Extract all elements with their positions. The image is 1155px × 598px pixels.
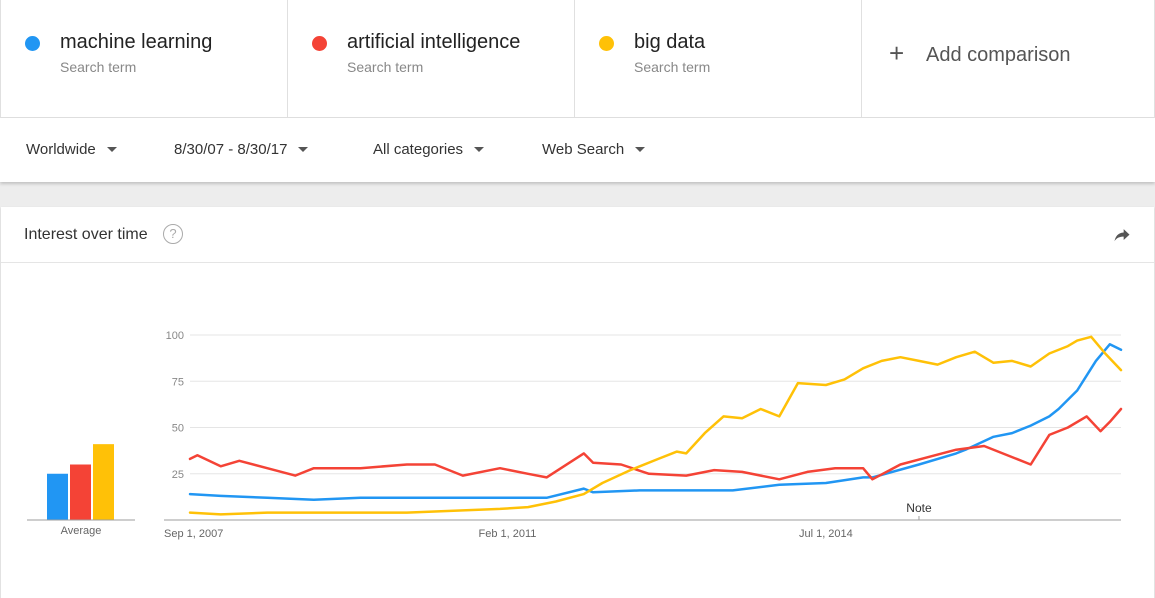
help-icon[interactable]: ? [163, 224, 183, 244]
term-big-data[interactable]: big data Search term [574, 0, 861, 117]
average-label: Average [61, 525, 102, 537]
search-terms-bar: machine learning Search term artificial … [0, 0, 1155, 118]
interest-chart: 25 50 75 100 Sep 1, 2007 Feb 1, 2011 Jul 1, 20… [27, 330, 1123, 540]
chevron-down-icon [474, 147, 485, 152]
search-type-label: Web Search [542, 141, 625, 158]
category-dropdown[interactable]: All categories [373, 141, 485, 158]
series-color-dot [599, 36, 614, 51]
average-bar [47, 473, 68, 520]
note-annotation: Note [906, 501, 932, 515]
card-title: Interest over time [24, 226, 148, 243]
series-color-dot [25, 36, 40, 51]
date-range-dropdown[interactable]: 8/30/07 - 8/30/17 [174, 141, 309, 158]
y-tick-label: 75 [172, 376, 184, 388]
average-bar [93, 444, 114, 520]
term-name: artificial intelligence [347, 31, 521, 53]
term-name: machine learning [60, 31, 213, 53]
y-tick-label: 25 [172, 469, 184, 481]
chevron-down-icon [298, 147, 309, 152]
filter-bar: Worldwide 8/30/07 - 8/30/17 All categori… [0, 118, 1155, 182]
term-subtitle: Search term [60, 59, 137, 75]
series-line [188, 407, 1123, 481]
chevron-down-icon [635, 147, 646, 152]
interest-over-time-card: Interest over time ? 25 50 75 100 Sep 1, 200… [1, 207, 1154, 598]
chevron-down-icon [106, 147, 117, 152]
term-subtitle: Search term [634, 59, 711, 75]
add-comparison-label: Add comparison [926, 44, 1071, 66]
term-name: big data [634, 31, 706, 53]
x-tick-label: Sep 1, 2007 [164, 528, 223, 540]
y-tick-label: 100 [166, 330, 184, 342]
date-range-label: 8/30/07 - 8/30/17 [174, 141, 288, 158]
card-header: Interest over time ? [1, 207, 1154, 263]
region-label: Worldwide [26, 141, 96, 158]
y-tick-label: 50 [172, 423, 184, 435]
category-label: All categories [373, 141, 464, 158]
add-comparison-button[interactable]: + Add comparison [861, 0, 1155, 117]
share-icon[interactable] [1112, 225, 1132, 245]
series-line [188, 335, 1123, 516]
x-tick-label: Jul 1, 2014 [799, 528, 853, 540]
series-color-dot [312, 36, 327, 51]
term-artificial-intelligence[interactable]: artificial intelligence Search term [287, 0, 574, 117]
region-dropdown[interactable]: Worldwide [26, 141, 117, 158]
x-tick-label: Feb 1, 2011 [479, 528, 537, 540]
average-bar [70, 464, 91, 520]
term-machine-learning[interactable]: machine learning Search term [0, 0, 287, 117]
series-line [188, 343, 1123, 501]
term-subtitle: Search term [347, 59, 424, 75]
plus-icon: + [889, 38, 905, 68]
search-type-dropdown[interactable]: Web Search [542, 141, 646, 158]
